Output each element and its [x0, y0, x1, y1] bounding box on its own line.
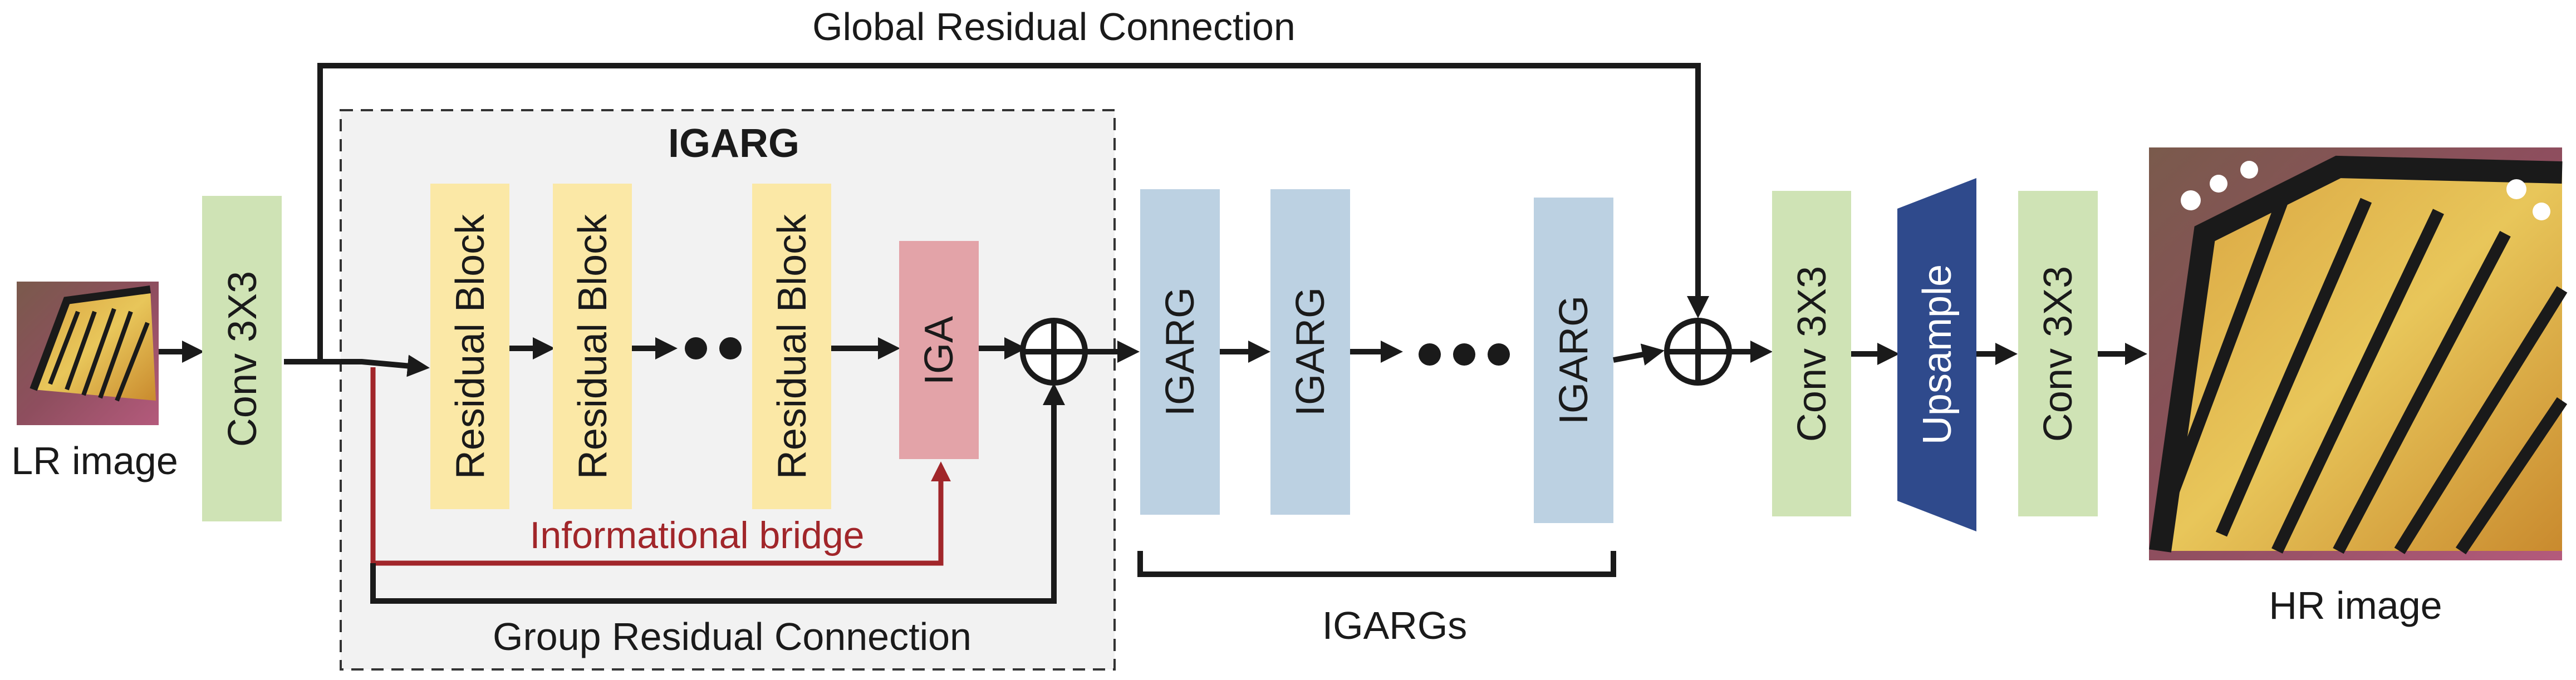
informational-bridge-line: [370, 367, 951, 566]
group-residual-connection-line: [370, 383, 1065, 604]
igarg-block-2: [1270, 189, 1350, 515]
iga-block: [899, 241, 979, 459]
residual-block-3: [752, 184, 831, 509]
ellipsis-dot-1: [685, 337, 707, 359]
igargs-label: IGARGs: [1322, 604, 1468, 647]
informational-bridge-label: Informational bridge: [529, 514, 864, 556]
conv-in-label: Conv 3X3: [220, 271, 265, 447]
igarg-group-title: IGARG: [668, 121, 799, 166]
lr-image-label: LR image: [11, 439, 178, 482]
conv-mid-label: Conv 3X3: [1790, 266, 1834, 442]
conv-in-block: [202, 196, 282, 521]
ellipsis-dot-3: [1419, 343, 1441, 366]
igarg-block-1-label: IGARG: [1158, 287, 1203, 416]
upsample-label: Upsample: [1915, 264, 1960, 445]
conv-out-label: Conv 3X3: [2036, 266, 2081, 442]
residual-block-2-label: Residual Block: [571, 214, 615, 479]
igarg-block-2-label: IGARG: [1288, 287, 1333, 416]
sum-node-global: [1664, 318, 1732, 386]
arrow-igarg-to-sum-2: [1613, 343, 1665, 366]
residual-block-1: [430, 184, 509, 509]
igarg-block-3: [1534, 198, 1613, 523]
igarg-block-3-label: IGARG: [1552, 295, 1596, 425]
residual-block-3-label: Residual Block: [770, 214, 814, 479]
ellipsis-dot-5: [1488, 343, 1510, 366]
global-residual-label: Global Residual Connection: [812, 5, 1296, 48]
lr-image: [17, 282, 159, 425]
residual-block-2: [553, 184, 632, 509]
ellipsis-dot-2: [719, 337, 742, 359]
residual-block-1-label: Residual Block: [448, 214, 493, 479]
group-residual-label: Group Residual Connection: [493, 615, 971, 658]
igarg-block-1: [1140, 189, 1220, 515]
arrow-conv-to-residual: [284, 354, 430, 377]
iga-label: IGA: [917, 316, 961, 385]
igargs-bracket: [1137, 551, 1616, 577]
sum-node-group: [1020, 318, 1088, 386]
conv-mid-block: [1772, 191, 1851, 516]
upsample-block: [1897, 178, 1976, 531]
global-residual-connection-line: [317, 63, 1709, 362]
hr-image: [2149, 147, 2568, 560]
hr-image-label: HR image: [2269, 584, 2442, 627]
conv-out-block: [2018, 191, 2098, 516]
ellipsis-dot-4: [1453, 343, 1475, 366]
